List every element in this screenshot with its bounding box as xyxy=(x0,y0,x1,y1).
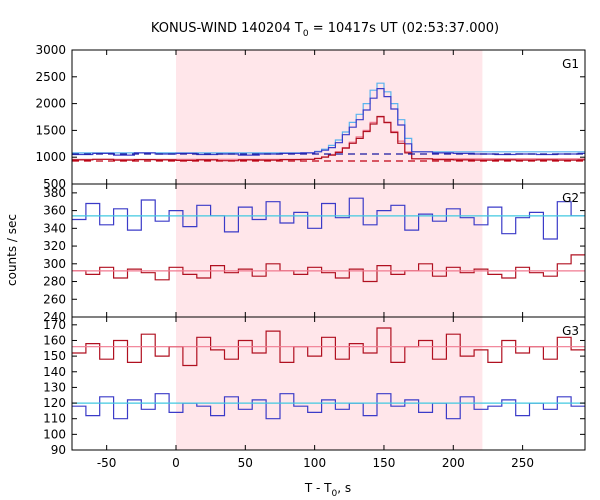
x-tick-label: 250 xyxy=(511,456,534,470)
chart-title-main: KONUS-WIND 140204 T xyxy=(151,21,303,36)
panel-g3-ytick-label: 140 xyxy=(43,365,66,379)
x-axis-title: T - T0, s xyxy=(304,481,351,499)
panel-g1-ytick-label: 2500 xyxy=(35,70,66,84)
panel-g3-ytick-label: 160 xyxy=(43,333,66,347)
panel-g2-ytick-label: 340 xyxy=(43,221,66,235)
highlight-interval-region xyxy=(175,50,483,450)
panel-g1-ytick-label: 1500 xyxy=(35,123,66,137)
panel-g3-frame xyxy=(71,316,586,451)
panel-g1-label: G1 xyxy=(562,57,579,71)
x-tick-label: -50 xyxy=(97,456,117,470)
panel-g2-ytick-label: 380 xyxy=(43,186,66,200)
panel-g2-series-1 xyxy=(72,254,585,283)
x-tick-label: 0 xyxy=(172,456,180,470)
chart-title: KONUS-WIND 140204 T0 = 10417s UT (02:53:… xyxy=(151,21,499,39)
panel-g2-series-0 xyxy=(72,197,585,240)
x-tick-label: 100 xyxy=(303,456,326,470)
panel-g3-ytick-label: 120 xyxy=(43,396,66,410)
panel-g1-series-0 xyxy=(72,82,585,154)
panel-g1-ytick-label: 500 xyxy=(43,177,66,191)
panel-g3-series-0 xyxy=(72,327,585,367)
panel-g2-ytick-label: 300 xyxy=(43,257,66,271)
chart-title-rest: = 10417s UT (02:53:37.000) xyxy=(309,21,499,36)
x-axis-title-rest: , s xyxy=(337,481,351,495)
panel-g3-ytick-label: 150 xyxy=(43,349,66,363)
panel-g1-ytick-label: 1000 xyxy=(35,150,66,164)
panel-g3-series-1 xyxy=(72,393,585,420)
x-tick-label: 50 xyxy=(238,456,253,470)
x-axis-title-subscript: 0 xyxy=(332,489,338,499)
panel-g1-ytick-label: 3000 xyxy=(35,43,66,57)
x-tick-label: 200 xyxy=(442,456,465,470)
panel-g3-ytick-label: 130 xyxy=(43,380,66,394)
panel-g2-ytick-label: 320 xyxy=(43,239,66,253)
panel-g3-label: G3 xyxy=(562,324,579,338)
panel-g2-ytick-label: 360 xyxy=(43,204,66,218)
x-tick-label: 150 xyxy=(373,456,396,470)
y-axis-title: counts / sec xyxy=(5,214,19,286)
chart-title-subscript: 0 xyxy=(303,29,309,39)
panel-g2-ytick-label: 240 xyxy=(43,310,66,324)
panel-g3-ytick-label: 170 xyxy=(43,318,66,332)
panel-g3-ytick-label: 110 xyxy=(43,412,66,426)
panel-g3-ytick-label: 100 xyxy=(43,427,66,441)
panel-g3-ytick-label: 90 xyxy=(51,443,66,457)
panel-g2-ytick-label: 260 xyxy=(43,292,66,306)
panel-g1-ytick-label: 2000 xyxy=(35,97,66,111)
panel-g2-label: G2 xyxy=(562,191,579,205)
panel-g2-ytick-label: 280 xyxy=(43,275,66,289)
panel-g1-series-3 xyxy=(72,115,585,162)
x-axis-title-main: T - T xyxy=(304,481,332,495)
